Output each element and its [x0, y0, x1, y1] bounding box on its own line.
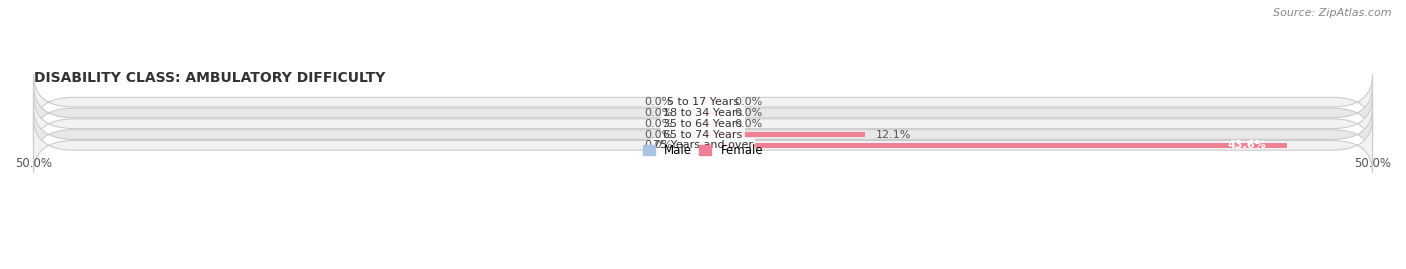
Bar — [683, 143, 703, 148]
Text: DISABILITY CLASS: AMBULATORY DIFFICULTY: DISABILITY CLASS: AMBULATORY DIFFICULTY — [34, 71, 385, 85]
Text: 65 to 74 Years: 65 to 74 Years — [664, 130, 742, 140]
Bar — [703, 99, 723, 105]
Bar — [683, 110, 703, 116]
Bar — [703, 143, 1286, 148]
Text: 5 to 17 Years: 5 to 17 Years — [666, 97, 740, 107]
Text: 75 Years and over: 75 Years and over — [652, 140, 754, 150]
Text: 12.1%: 12.1% — [876, 130, 911, 140]
Text: 43.6%: 43.6% — [1227, 140, 1267, 150]
Bar — [703, 110, 723, 116]
Bar — [683, 132, 703, 137]
Legend: Male, Female: Male, Female — [638, 139, 768, 162]
Text: 18 to 34 Years: 18 to 34 Years — [664, 108, 742, 118]
Text: 0.0%: 0.0% — [644, 108, 672, 118]
Text: 0.0%: 0.0% — [734, 119, 762, 129]
Bar — [703, 121, 723, 126]
FancyBboxPatch shape — [34, 118, 1372, 173]
Text: 35 to 64 Years: 35 to 64 Years — [664, 119, 742, 129]
Text: 0.0%: 0.0% — [644, 97, 672, 107]
Text: 0.0%: 0.0% — [734, 108, 762, 118]
Text: Source: ZipAtlas.com: Source: ZipAtlas.com — [1274, 8, 1392, 18]
FancyBboxPatch shape — [34, 75, 1372, 130]
Bar — [683, 99, 703, 105]
Text: 0.0%: 0.0% — [644, 140, 672, 150]
FancyBboxPatch shape — [34, 96, 1372, 151]
FancyBboxPatch shape — [34, 86, 1372, 140]
FancyBboxPatch shape — [34, 107, 1372, 162]
Text: 0.0%: 0.0% — [644, 130, 672, 140]
Text: 0.0%: 0.0% — [644, 119, 672, 129]
Bar — [683, 121, 703, 126]
Bar — [703, 132, 865, 137]
Text: 0.0%: 0.0% — [734, 97, 762, 107]
